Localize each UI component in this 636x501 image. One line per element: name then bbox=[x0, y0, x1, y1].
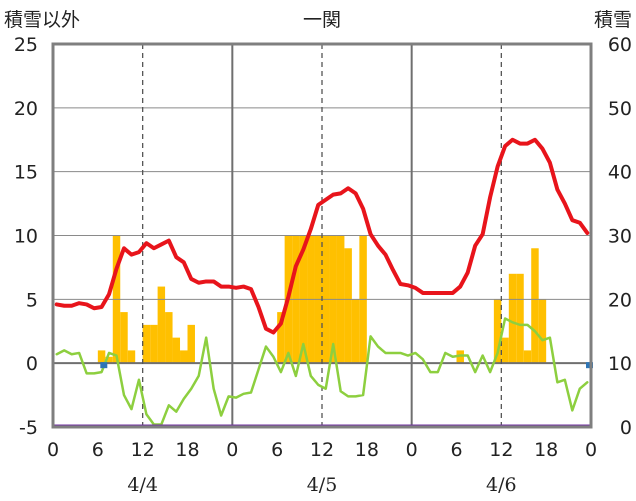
date-label: 4/6 bbox=[486, 474, 517, 496]
left-tick-label: 20 bbox=[14, 98, 38, 120]
precipitation-bar bbox=[165, 312, 173, 364]
right-tick-label: 20 bbox=[608, 289, 632, 311]
precipitation-bar bbox=[538, 299, 547, 364]
precipitation-bar bbox=[127, 350, 136, 364]
x-tick-label: 0 bbox=[406, 439, 418, 461]
chart-title: 一関 bbox=[303, 9, 341, 31]
left-tick-label: 10 bbox=[14, 226, 38, 248]
precipitation-bar bbox=[157, 286, 166, 364]
x-tick-label: 18 bbox=[175, 439, 199, 461]
x-tick-label: 12 bbox=[489, 439, 513, 461]
precipitation-bar bbox=[97, 350, 106, 364]
x-tick-label: 6 bbox=[271, 439, 283, 461]
data-marker bbox=[100, 362, 108, 369]
x-tick-label: 0 bbox=[226, 439, 238, 461]
precipitation-bar bbox=[351, 299, 360, 364]
precipitation-bar bbox=[120, 312, 128, 364]
left-axis-ticks: 25 20 15 10 5 0 -5 bbox=[14, 34, 38, 439]
plot-frame bbox=[51, 42, 593, 429]
date-labels: 4/4 4/5 4/6 bbox=[127, 474, 516, 496]
precipitation-bar bbox=[531, 248, 539, 364]
right-axis-ticks: 60 50 40 30 20 10 0 bbox=[608, 34, 632, 439]
x-tick-label: 6 bbox=[92, 439, 104, 461]
precipitation-bar bbox=[501, 337, 509, 364]
precipitation-bar bbox=[172, 337, 181, 364]
right-tick-label: 60 bbox=[608, 34, 632, 56]
precipitation-bar bbox=[187, 324, 195, 364]
date-label: 4/4 bbox=[127, 474, 158, 496]
x-tick-label: 6 bbox=[450, 439, 462, 461]
left-tick-label: 15 bbox=[14, 162, 38, 184]
x-tick-label: 0 bbox=[47, 439, 59, 461]
temperature-line bbox=[54, 137, 590, 335]
x-tick-label: 18 bbox=[355, 439, 379, 461]
left-tick-label: 25 bbox=[14, 34, 38, 56]
x-tick-label: 0 bbox=[585, 439, 597, 461]
precipitation-bar bbox=[493, 299, 502, 364]
right-axis-label: 積雪 bbox=[594, 9, 632, 31]
date-label: 4/5 bbox=[307, 474, 338, 496]
precipitation-bar bbox=[277, 312, 285, 364]
precipitation-bar bbox=[344, 248, 352, 364]
left-tick-label: -5 bbox=[19, 417, 38, 439]
left-tick-label: 0 bbox=[26, 353, 38, 375]
precipitation-bar bbox=[180, 350, 188, 364]
x-tick-label: 18 bbox=[534, 439, 558, 461]
x-axis-ticks: 0 6 12 18 0 6 12 18 0 6 12 18 0 bbox=[47, 439, 597, 461]
precipitation-bar bbox=[508, 273, 517, 364]
right-tick-label: 30 bbox=[608, 226, 632, 248]
plot-area bbox=[51, 42, 593, 429]
left-axis-label: 積雪以外 bbox=[4, 9, 80, 31]
right-tick-label: 50 bbox=[608, 98, 632, 120]
right-tick-label: 0 bbox=[620, 417, 632, 439]
x-tick-label: 12 bbox=[131, 439, 155, 461]
precipitation-bar bbox=[456, 350, 464, 364]
x-tick-label: 12 bbox=[310, 439, 334, 461]
precipitation-bar bbox=[523, 350, 532, 364]
dewpoint-line bbox=[55, 317, 589, 426]
right-tick-label: 40 bbox=[608, 162, 632, 184]
precipitation-bar bbox=[516, 273, 524, 364]
precipitation-bar bbox=[105, 356, 113, 364]
precipitation-bar bbox=[150, 324, 158, 364]
precipitation-bar bbox=[142, 324, 151, 364]
right-tick-label: 10 bbox=[608, 353, 632, 375]
left-tick-label: 5 bbox=[26, 289, 38, 311]
